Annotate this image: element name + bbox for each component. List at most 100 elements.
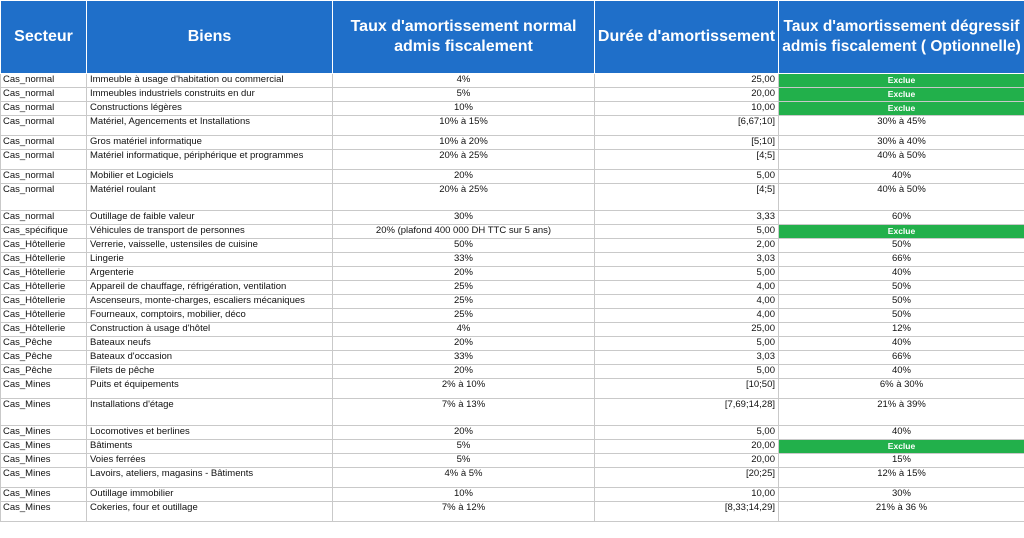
cell-taux-degressif[interactable]: 66% [778,252,1024,267]
cell-bien[interactable]: Filets de pêche [86,364,333,379]
cell-duree[interactable]: [8,33;14,29] [594,501,779,522]
cell-taux-degressif[interactable]: 60% [778,210,1024,225]
cell-taux-normal[interactable]: 25% [332,308,595,323]
cell-taux-degressif[interactable]: Exclue [778,224,1024,239]
cell-taux-normal[interactable]: 7% à 13% [332,398,595,426]
cell-bien[interactable]: Outillage immobilier [86,487,333,502]
cell-duree[interactable]: 5,00 [594,336,779,351]
cell-taux-normal[interactable]: 7% à 12% [332,501,595,522]
cell-duree[interactable]: 20,00 [594,453,779,468]
cell-taux-degressif[interactable]: 50% [778,280,1024,295]
cell-bien[interactable]: Immeuble à usage d'habitation ou commerc… [86,73,333,88]
cell-taux-degressif[interactable]: 40% [778,336,1024,351]
cell-taux-degressif[interactable]: 21% à 36 % [778,501,1024,522]
cell-taux-normal[interactable]: 10% [332,487,595,502]
cell-duree[interactable]: [7,69;14,28] [594,398,779,426]
cell-secteur[interactable]: Cas_Mines [0,398,87,426]
cell-duree[interactable]: 5,00 [594,224,779,239]
cell-taux-degressif[interactable]: Exclue [778,73,1024,88]
cell-taux-normal[interactable]: 5% [332,453,595,468]
cell-duree[interactable]: 5,00 [594,425,779,440]
cell-bien[interactable]: Cokeries, four et outillage [86,501,333,522]
cell-duree[interactable]: 4,00 [594,294,779,309]
cell-secteur[interactable]: Cas_normal [0,115,87,136]
cell-taux-normal[interactable]: 20% [332,266,595,281]
cell-bien[interactable]: Puits et équipements [86,378,333,399]
cell-taux-degressif[interactable]: 40% à 50% [778,149,1024,170]
cell-bien[interactable]: Véhicules de transport de personnes [86,224,333,239]
cell-bien[interactable]: Constructions légères [86,101,333,116]
header-secteur[interactable]: Secteur [0,0,87,74]
cell-duree[interactable]: [4;5] [594,149,779,170]
cell-taux-normal[interactable]: 10% à 20% [332,135,595,150]
cell-taux-degressif[interactable]: 15% [778,453,1024,468]
cell-duree[interactable]: 5,00 [594,364,779,379]
cell-duree[interactable]: [4;5] [594,183,779,211]
cell-secteur[interactable]: Cas_Mines [0,378,87,399]
cell-bien[interactable]: Ascenseurs, monte-charges, escaliers méc… [86,294,333,309]
cell-bien[interactable]: Lavoirs, ateliers, magasins - Bâtiments [86,467,333,488]
cell-taux-degressif[interactable]: 50% [778,238,1024,253]
cell-duree[interactable]: [20;25] [594,467,779,488]
cell-taux-degressif[interactable]: 66% [778,350,1024,365]
cell-duree[interactable]: 25,00 [594,73,779,88]
cell-duree[interactable]: [6,67;10] [594,115,779,136]
cell-duree[interactable]: 3,03 [594,252,779,267]
cell-duree[interactable]: 25,00 [594,322,779,337]
cell-bien[interactable]: Mobilier et Logiciels [86,169,333,184]
cell-taux-normal[interactable]: 20% (plafond 400 000 DH TTC sur 5 ans) [332,224,595,239]
cell-taux-normal[interactable]: 25% [332,294,595,309]
cell-taux-normal[interactable]: 20% [332,364,595,379]
cell-duree[interactable]: 20,00 [594,439,779,454]
cell-secteur[interactable]: Cas_Mines [0,487,87,502]
cell-taux-normal[interactable]: 25% [332,280,595,295]
cell-taux-normal[interactable]: 33% [332,350,595,365]
cell-secteur[interactable]: Cas_Mines [0,425,87,440]
header-biens[interactable]: Biens [86,0,333,74]
cell-secteur[interactable]: Cas_normal [0,183,87,211]
cell-taux-normal[interactable]: 2% à 10% [332,378,595,399]
cell-secteur[interactable]: Cas_normal [0,101,87,116]
cell-bien[interactable]: Locomotives et berlines [86,425,333,440]
cell-duree[interactable]: 20,00 [594,87,779,102]
cell-bien[interactable]: Matériel, Agencements et Installations [86,115,333,136]
cell-duree[interactable]: 2,00 [594,238,779,253]
cell-secteur[interactable]: Cas_normal [0,73,87,88]
cell-duree[interactable]: 3,03 [594,350,779,365]
cell-taux-degressif[interactable]: 50% [778,308,1024,323]
cell-taux-degressif[interactable]: 30% à 40% [778,135,1024,150]
cell-taux-degressif[interactable]: 30% à 45% [778,115,1024,136]
cell-taux-normal[interactable]: 4% [332,73,595,88]
cell-secteur[interactable]: Cas_Pêche [0,336,87,351]
cell-bien[interactable]: Construction à usage d'hôtel [86,322,333,337]
header-taux-normal[interactable]: Taux d'amortissement normal admis fiscal… [332,0,595,74]
cell-taux-degressif[interactable]: Exclue [778,439,1024,454]
cell-taux-normal[interactable]: 20% [332,336,595,351]
cell-duree[interactable]: 10,00 [594,487,779,502]
cell-bien[interactable]: Outillage de faible valeur [86,210,333,225]
cell-taux-degressif[interactable]: 40% [778,266,1024,281]
cell-bien[interactable]: Fourneaux, comptoirs, mobilier, déco [86,308,333,323]
cell-secteur[interactable]: Cas_spécifique [0,224,87,239]
header-taux-degressif[interactable]: Taux d'amortissement dégressif admis fis… [778,0,1024,74]
cell-bien[interactable]: Lingerie [86,252,333,267]
cell-taux-normal[interactable]: 10% [332,101,595,116]
cell-taux-normal[interactable]: 20% [332,169,595,184]
cell-bien[interactable]: Bateaux d'occasion [86,350,333,365]
cell-secteur[interactable]: Cas_Hôtellerie [0,294,87,309]
cell-secteur[interactable]: Cas_normal [0,87,87,102]
cell-secteur[interactable]: Cas_normal [0,149,87,170]
cell-secteur[interactable]: Cas_Hôtellerie [0,252,87,267]
cell-bien[interactable]: Gros matériel informatique [86,135,333,150]
cell-taux-degressif[interactable]: 50% [778,294,1024,309]
cell-taux-degressif[interactable]: 40% [778,425,1024,440]
cell-secteur[interactable]: Cas_Hôtellerie [0,238,87,253]
cell-taux-degressif[interactable]: 12% [778,322,1024,337]
cell-taux-normal[interactable]: 4% [332,322,595,337]
cell-duree[interactable]: [5;10] [594,135,779,150]
cell-taux-normal[interactable]: 50% [332,238,595,253]
cell-secteur[interactable]: Cas_normal [0,135,87,150]
cell-taux-degressif[interactable]: 40% [778,364,1024,379]
cell-taux-degressif[interactable]: 40% [778,169,1024,184]
cell-bien[interactable]: Immeubles industriels construits en dur [86,87,333,102]
